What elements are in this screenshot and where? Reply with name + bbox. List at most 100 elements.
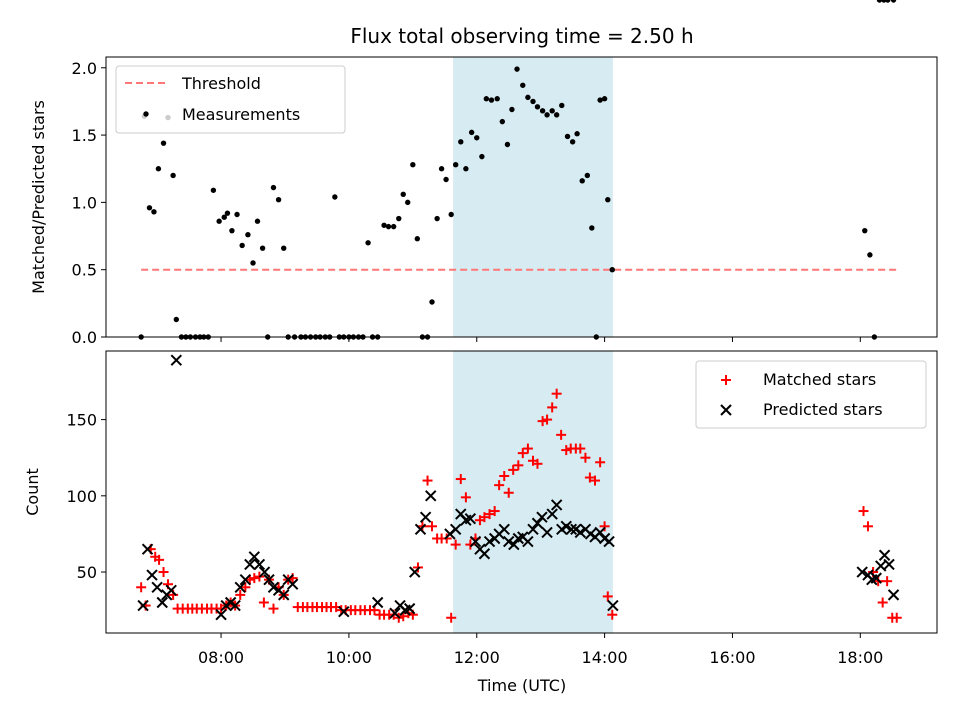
measurement-point <box>530 98 536 105</box>
matched-star-point <box>508 464 519 475</box>
matched-star-point <box>499 470 510 481</box>
predicted-star-stroke-b <box>146 569 158 581</box>
matched-star-point <box>580 452 591 463</box>
top-y-tick-label: 2.0 <box>72 59 97 78</box>
predicted-star-stroke-b <box>234 581 246 593</box>
measurement-point <box>221 214 227 220</box>
measurement-point <box>155 166 162 172</box>
measurement-point <box>458 139 464 145</box>
predicted-star-stroke-b <box>409 566 421 578</box>
predicted-star-stroke-b <box>253 558 266 571</box>
predicted-star-point <box>541 526 553 539</box>
predicted-star-point <box>607 599 619 612</box>
matched-star-point <box>882 576 893 587</box>
predicted-star-point <box>244 558 256 571</box>
chart-title: Flux total observing time = 2.50 h <box>350 24 693 48</box>
matched-star-point <box>532 458 543 469</box>
measurement-point <box>414 236 421 242</box>
predicted-star-point <box>498 523 510 536</box>
measurements-legend-label: Measurements <box>182 105 300 124</box>
measurement-point <box>410 161 416 168</box>
predicted-star-stroke-b <box>229 599 241 612</box>
matched-star-point <box>503 487 514 498</box>
predicted-star-point <box>248 551 261 563</box>
predicted-star-point <box>258 566 271 578</box>
bottom-y-tick-label: 100 <box>66 487 97 506</box>
predicted-star-stroke-b <box>371 596 384 609</box>
measurement-point <box>434 215 440 222</box>
measurement-point <box>559 102 565 109</box>
measurement-point <box>448 211 454 218</box>
measurement-point <box>504 141 511 148</box>
predicted-star-stroke-b <box>541 526 553 539</box>
measurement-point <box>405 199 411 206</box>
predicted-star-stroke-b <box>498 523 510 536</box>
predicted-star-stroke-b <box>403 602 416 615</box>
predicted-star-stroke-b <box>277 589 290 601</box>
bottom-marks <box>136 354 902 623</box>
predicted-star-point <box>286 578 299 590</box>
top-y-tick-label: 1.0 <box>72 193 97 212</box>
measurement-point <box>605 196 611 203</box>
matched-star-point <box>561 445 572 456</box>
threshold-legend-label: Threshold <box>181 74 261 93</box>
predicted-star-point <box>870 572 882 584</box>
predicted-star-point <box>469 535 482 548</box>
matched-star-point <box>556 429 567 440</box>
measurement-point <box>160 140 167 146</box>
predicted-star-stroke-b <box>531 517 544 529</box>
predicted-star-stroke-b <box>469 535 482 548</box>
matched-star-point <box>517 448 528 459</box>
top-marks <box>138 0 898 340</box>
matched-legend-label: Matched stars <box>763 370 876 389</box>
predicted-star-stroke-b <box>449 523 462 536</box>
measurement-point <box>390 223 397 230</box>
predicted-star-stroke-b <box>419 511 432 523</box>
measurement-point <box>520 82 526 88</box>
measurement-point <box>553 112 560 118</box>
predicted-star-stroke-b <box>522 535 534 548</box>
measurement-point <box>254 218 261 224</box>
predicted-star-stroke-b <box>137 599 149 612</box>
measurement-point <box>589 225 595 231</box>
top-y-tick-label: 0.5 <box>72 261 97 280</box>
top-panel: 0.00.51.01.52.0 Matched/Predicted stars … <box>29 0 938 347</box>
matched-star-point <box>479 512 490 523</box>
predicted-star-stroke-b <box>887 589 900 601</box>
measurement-point <box>488 97 495 103</box>
bottom-x-tick-label: 14:00 <box>582 648 628 667</box>
predicted-star-point <box>478 548 491 560</box>
top-y-axis-label: Matched/Predicted stars <box>29 100 48 294</box>
matched-star-point <box>258 597 269 608</box>
measurement-point <box>224 210 231 216</box>
measurement-point <box>579 178 585 184</box>
predicted-star-stroke-b <box>165 584 177 597</box>
measurement-point <box>429 299 435 305</box>
matched-star-point <box>537 416 548 427</box>
predicted-star-stroke-b <box>550 499 563 511</box>
predicted-star-point <box>856 566 868 578</box>
measurement-point <box>438 166 445 172</box>
predicted-star-point <box>239 573 252 586</box>
matched-star-point <box>522 443 533 454</box>
top-x-ticks <box>220 337 861 342</box>
measurement-point <box>601 96 608 102</box>
measurement-point <box>885 0 891 3</box>
predicted-star-stroke-b <box>170 354 183 366</box>
predicted-star-point <box>267 581 280 593</box>
matched-star-point <box>595 457 606 468</box>
predicted-star-point <box>603 535 615 548</box>
matched-star-point <box>427 521 438 532</box>
predicted-star-stroke-b <box>607 599 619 612</box>
matched-star-point <box>877 597 888 608</box>
predicted-star-point <box>403 602 416 615</box>
predicted-star-point <box>409 566 421 578</box>
predicted-star-stroke-b <box>263 573 275 586</box>
measurement-point <box>250 260 256 266</box>
predicted-star-point <box>146 569 158 581</box>
predicted-star-stroke-b <box>215 609 227 621</box>
predicted-star-point <box>414 523 427 536</box>
bottom-y-tick-label: 50 <box>77 563 97 582</box>
measurement-point <box>539 108 546 114</box>
bottom-x-axis-label: Time (UTC) <box>477 676 566 695</box>
